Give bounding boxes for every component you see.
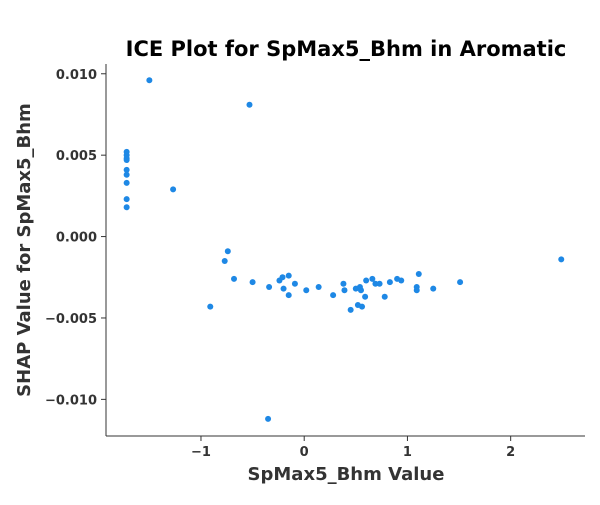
scatter-point (123, 171, 130, 178)
scatter-point (123, 166, 130, 173)
chart-title: ICE Plot for SpMax5_Bhm in Aromatic (126, 37, 567, 61)
scatter-point (123, 157, 130, 164)
scatter-point (249, 279, 256, 286)
y-tick-label: −0.005 (45, 312, 97, 327)
scatter-point (381, 293, 388, 300)
y-tick-label: 0.000 (56, 231, 97, 246)
scatter-point (231, 275, 238, 282)
scatter-point (330, 292, 337, 299)
x-tick-label: 0 (300, 445, 309, 460)
y-tick-label: −0.010 (45, 393, 97, 408)
scatter-point (123, 196, 130, 203)
scatter-point (207, 303, 214, 310)
x-tick-label: 2 (506, 445, 515, 460)
scatter-point (369, 275, 376, 282)
y-tick-label: 0.010 (56, 68, 97, 83)
scatter-point (265, 415, 272, 422)
scatter-point (415, 271, 422, 278)
scatter-point (224, 248, 231, 255)
scatter-point (123, 204, 130, 211)
scatter-point (170, 186, 177, 193)
scatter-point (362, 293, 369, 300)
scatter-point (558, 256, 565, 263)
x-tick-label: −1 (191, 445, 211, 460)
scatter-point (363, 277, 370, 284)
scatter-point (315, 284, 322, 291)
scatter-point (357, 287, 364, 294)
scatter-point (413, 287, 420, 294)
scatter-point (457, 279, 464, 286)
y-tick-label: 0.005 (56, 149, 97, 164)
scatter-point (341, 287, 348, 294)
x-tick-label: 1 (403, 445, 412, 460)
scatter-point (340, 280, 347, 287)
scatter-point (280, 285, 287, 292)
scatter-point (246, 101, 253, 108)
scatter-point (398, 277, 405, 284)
scatter-point (386, 279, 393, 286)
scatter-point (303, 287, 310, 294)
x-ticks: −1 0 1 2 (191, 436, 515, 460)
scatter-point (376, 280, 383, 287)
scatter-point (279, 274, 286, 281)
scatter-point (285, 272, 292, 279)
scatter-point (359, 303, 366, 310)
y-axis-label: SHAP Value for SpMax5_Bhm (14, 103, 35, 397)
y-ticks: 0.010 0.005 0.000 −0.005 −0.010 (45, 68, 106, 408)
scatter-point (372, 280, 379, 287)
scatter-point (221, 257, 228, 264)
scatter-point (146, 77, 153, 84)
scatter-point (430, 285, 437, 292)
scatter-point (291, 280, 298, 287)
scatter-point (266, 284, 273, 291)
x-axis-label: SpMax5_Bhm Value (248, 464, 445, 485)
scatter-point (285, 292, 292, 299)
axes (105, 64, 585, 437)
scatter-point (123, 179, 130, 186)
data-points (123, 77, 565, 422)
scatter-point (347, 306, 354, 313)
